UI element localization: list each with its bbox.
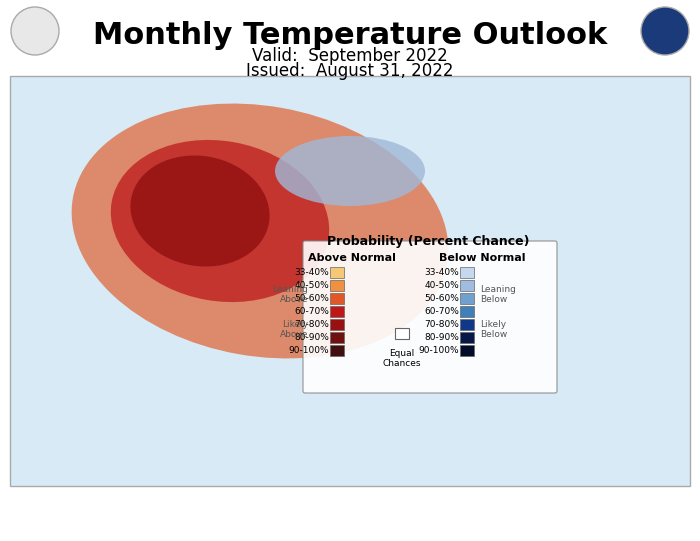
Bar (330, 293, 344, 304)
Bar (395, 328, 409, 339)
Text: Probability (Percent Chance): Probability (Percent Chance) (327, 235, 529, 248)
Circle shape (641, 7, 689, 55)
Bar (330, 306, 344, 317)
Text: 33-40%: 33-40% (294, 268, 329, 277)
Ellipse shape (275, 136, 425, 206)
Circle shape (11, 7, 59, 55)
Text: Valid:  September 2022: Valid: September 2022 (252, 47, 448, 65)
Text: 90-100%: 90-100% (419, 346, 459, 355)
Bar (10, 76, 690, 486)
Ellipse shape (111, 140, 329, 302)
Text: 33-40%: 33-40% (424, 268, 459, 277)
FancyBboxPatch shape (303, 241, 557, 393)
Bar (460, 267, 474, 278)
Bar (460, 332, 474, 343)
Bar (330, 280, 344, 291)
Bar (330, 332, 344, 343)
Text: 40-50%: 40-50% (424, 281, 459, 290)
Text: Equal
Chances: Equal Chances (383, 349, 421, 368)
Bar (330, 267, 344, 278)
Bar (460, 319, 474, 330)
Text: 60-70%: 60-70% (294, 307, 329, 316)
Text: Leaning
Above: Leaning Above (272, 285, 308, 305)
Text: 80-90%: 80-90% (424, 333, 459, 342)
Text: 70-80%: 70-80% (424, 320, 459, 329)
Ellipse shape (130, 155, 270, 267)
Bar (330, 345, 344, 356)
Text: Issued:  August 31, 2022: Issued: August 31, 2022 (246, 62, 454, 80)
Ellipse shape (71, 103, 449, 359)
Text: 80-90%: 80-90% (294, 333, 329, 342)
Text: 60-70%: 60-70% (424, 307, 459, 316)
Text: Leaning
Below: Leaning Below (480, 285, 516, 305)
Text: Below Normal: Below Normal (439, 253, 525, 263)
Text: 40-50%: 40-50% (294, 281, 329, 290)
Text: Above Normal: Above Normal (308, 253, 396, 263)
Text: 70-80%: 70-80% (294, 320, 329, 329)
Bar (460, 345, 474, 356)
Bar (330, 319, 344, 330)
Text: Likely
Above: Likely Above (279, 320, 308, 339)
Text: 50-60%: 50-60% (424, 294, 459, 303)
Text: 50-60%: 50-60% (294, 294, 329, 303)
Bar (460, 293, 474, 304)
Text: 90-100%: 90-100% (288, 346, 329, 355)
Text: Likely
Below: Likely Below (480, 320, 508, 339)
Text: Monthly Temperature Outlook: Monthly Temperature Outlook (93, 21, 607, 50)
Bar (460, 306, 474, 317)
Bar (460, 280, 474, 291)
